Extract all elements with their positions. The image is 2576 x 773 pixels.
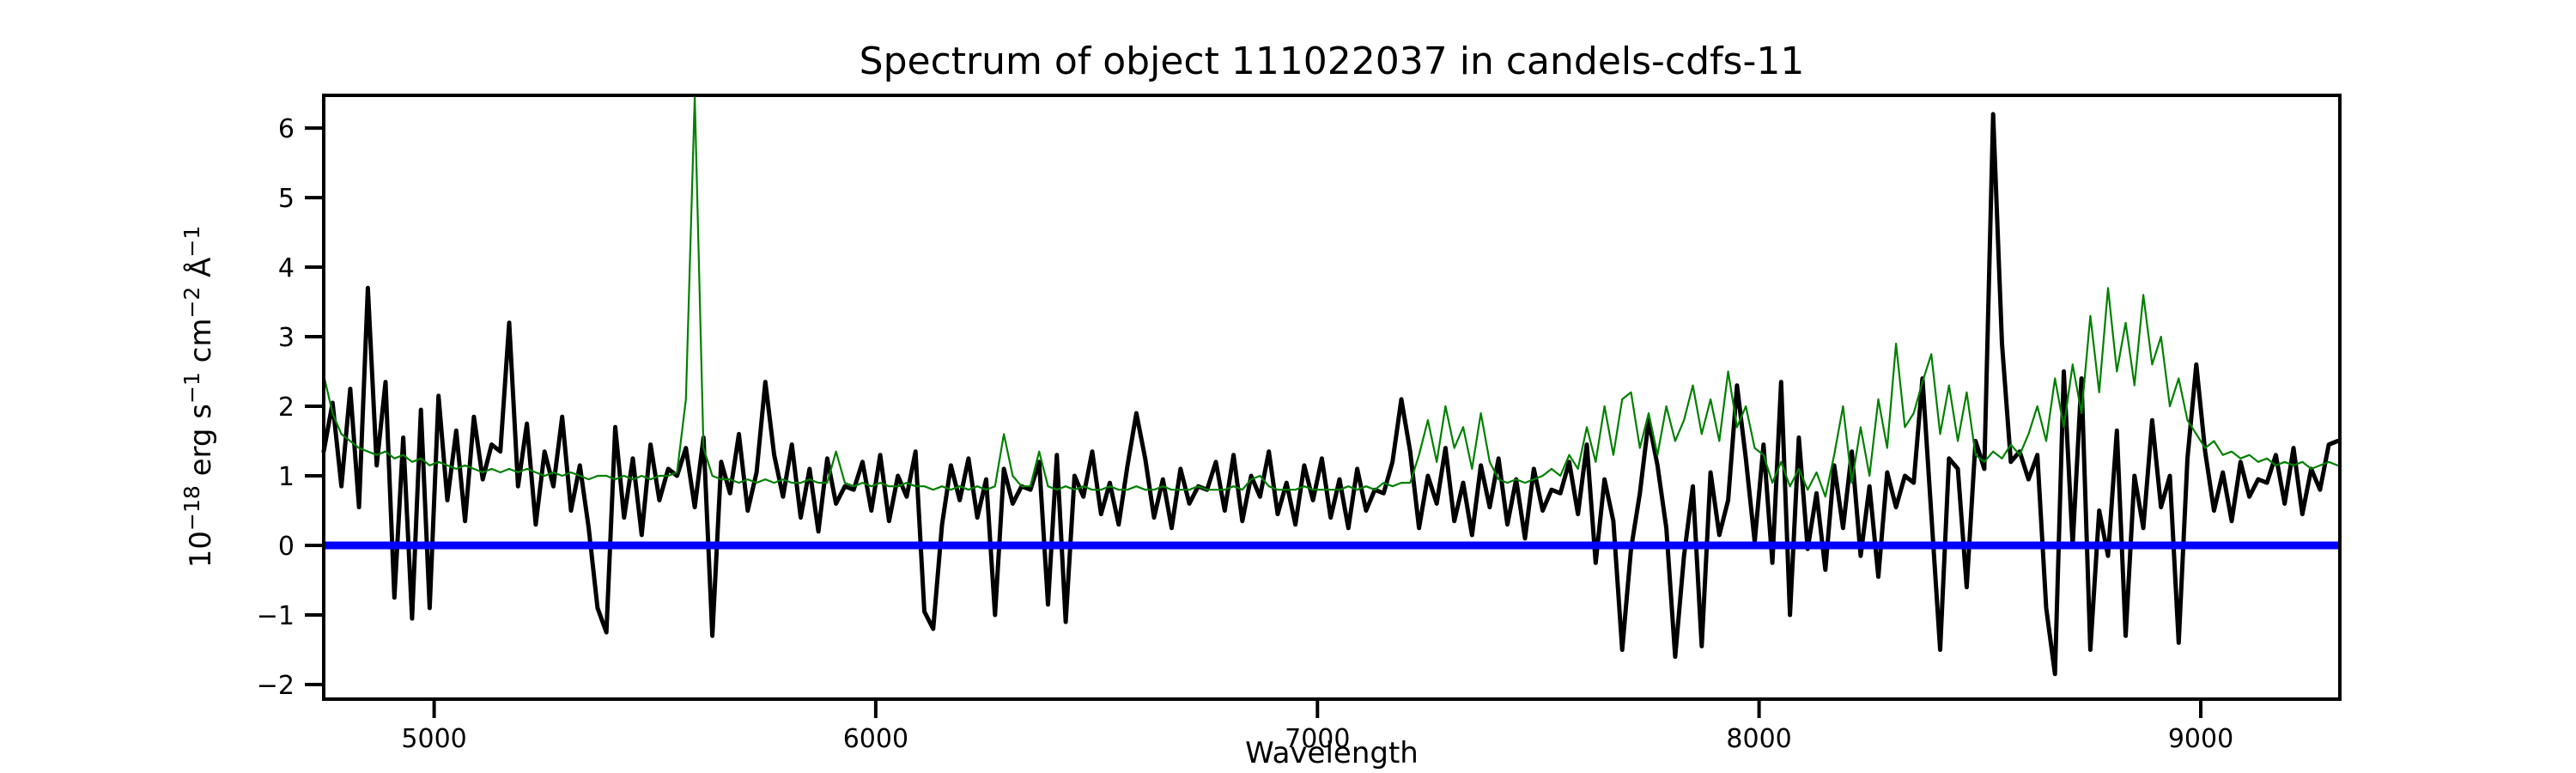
error-spectrum-line bbox=[322, 95, 2339, 498]
y-axis-label-part: 10 bbox=[184, 531, 218, 568]
x-tick-label: 9000 bbox=[2168, 724, 2233, 754]
y-axis-label: 10−18 erg s−1 cm−2 Å−1 bbox=[179, 226, 218, 569]
y-tick: 1 bbox=[278, 462, 324, 492]
flux-spectrum-line bbox=[321, 112, 2340, 677]
x-tick: 5000 bbox=[401, 699, 467, 754]
y-tick-label: 1 bbox=[278, 462, 295, 492]
x-tick-label: 6000 bbox=[843, 724, 908, 754]
y-tick: 3 bbox=[278, 323, 324, 353]
y-axis-label-part: erg s bbox=[184, 404, 218, 485]
y-tick: −1 bbox=[257, 601, 324, 631]
y-tick-label: 5 bbox=[278, 184, 295, 214]
y-tick: 6 bbox=[278, 114, 324, 144]
y-axis-label-exponent: −18 bbox=[179, 485, 204, 531]
y-tick-label: −2 bbox=[257, 671, 295, 701]
plot-border bbox=[322, 94, 2342, 701]
y-axis-label-exponent: −2 bbox=[179, 287, 204, 319]
x-axis-ticks: 5000 6000 7000 8000 9000 bbox=[401, 699, 2233, 754]
y-tick-label: −1 bbox=[257, 601, 295, 631]
y-tick-label: 3 bbox=[278, 323, 295, 353]
y-axis-label-exponent: −1 bbox=[179, 226, 204, 258]
x-tick: 9000 bbox=[2168, 699, 2233, 754]
y-axis-label-part: Å bbox=[183, 258, 218, 287]
x-tick: 6000 bbox=[843, 699, 908, 754]
y-tick: 2 bbox=[278, 393, 324, 423]
y-axis-label-part: cm bbox=[184, 319, 218, 373]
x-tick: 7000 bbox=[1285, 699, 1350, 754]
x-tick-label: 5000 bbox=[401, 724, 466, 754]
x-tick-label: 7000 bbox=[1285, 724, 1350, 754]
y-tick: 0 bbox=[278, 532, 324, 562]
y-tick: 5 bbox=[278, 184, 324, 214]
y-tick: −2 bbox=[257, 671, 324, 701]
y-tick-label: 4 bbox=[278, 253, 295, 283]
chart-title: Spectrum of object 111022037 in candels-… bbox=[860, 40, 1805, 83]
y-tick-label: 6 bbox=[278, 114, 295, 144]
y-axis-label-exponent: −1 bbox=[179, 372, 204, 404]
plot-series bbox=[321, 95, 2340, 677]
y-tick-label: 0 bbox=[278, 532, 295, 562]
x-tick: 8000 bbox=[1726, 699, 1792, 754]
y-tick-label: 2 bbox=[278, 393, 295, 423]
y-axis-ticks: 6 5 4 3 2 1 0 bbox=[257, 114, 324, 701]
x-tick-label: 8000 bbox=[1726, 724, 1791, 754]
y-tick: 4 bbox=[278, 253, 324, 283]
x-axis-label: Wavelength bbox=[1245, 736, 1419, 770]
